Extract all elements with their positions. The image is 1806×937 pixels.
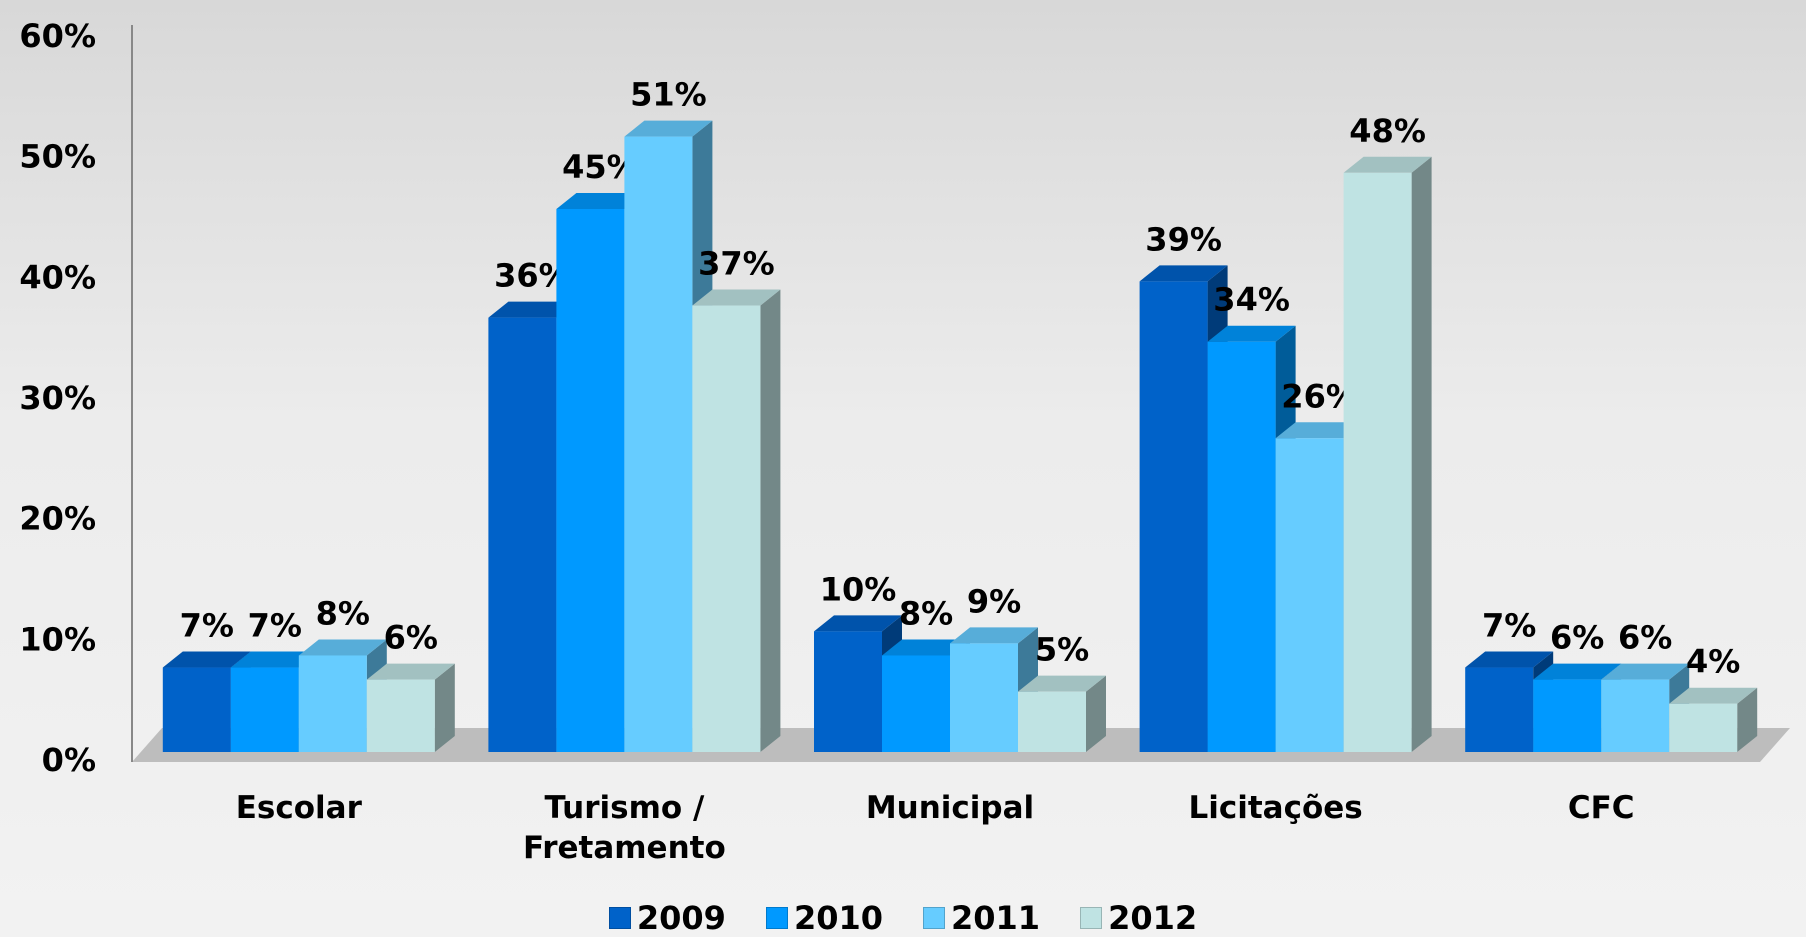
bar xyxy=(1465,668,1533,752)
legend-label: 2012 xyxy=(1108,899,1197,937)
bar xyxy=(1208,342,1276,752)
legend-item: 2012 xyxy=(1080,899,1197,937)
data-label: 4% xyxy=(1686,643,1740,681)
x-tick-label: Municipal xyxy=(820,788,1080,828)
legend-label: 2011 xyxy=(951,899,1040,937)
x-tick-label: Escolar xyxy=(169,788,429,828)
data-label: 48% xyxy=(1349,112,1426,150)
data-label: 6% xyxy=(1550,619,1604,657)
bar xyxy=(488,318,556,752)
data-label: 37% xyxy=(698,245,775,283)
data-label: 39% xyxy=(1145,220,1222,258)
bar xyxy=(1018,692,1086,752)
data-label: 6% xyxy=(384,619,438,657)
bar xyxy=(556,209,624,752)
y-tick-label: 40% xyxy=(19,258,96,296)
bar xyxy=(882,655,950,752)
legend-swatch xyxy=(923,907,945,929)
legend-swatch xyxy=(609,907,631,929)
bar xyxy=(624,137,692,752)
legend-label: 2009 xyxy=(637,899,726,937)
bar xyxy=(299,655,367,752)
bar xyxy=(1533,680,1601,752)
data-label: 9% xyxy=(967,582,1021,620)
y-tick-label: 50% xyxy=(19,138,96,176)
data-label: 7% xyxy=(248,607,302,645)
data-label: 51% xyxy=(630,76,707,114)
bar xyxy=(1344,173,1412,752)
bar xyxy=(1140,281,1208,752)
bar xyxy=(814,631,882,752)
legend: 2009 2010 2011 2012 xyxy=(0,899,1806,937)
bar xyxy=(950,643,1018,752)
legend-swatch xyxy=(766,907,788,929)
data-label: 10% xyxy=(820,570,897,608)
y-tick-label: 10% xyxy=(19,620,96,658)
y-tick-label: 30% xyxy=(19,379,96,417)
bar xyxy=(163,668,231,752)
data-label: 5% xyxy=(1035,631,1089,669)
chart: 0%10%20%30%40%50%60%7%7%8%6%36%45%51%37%… xyxy=(0,0,1806,937)
bar xyxy=(1601,680,1669,752)
data-label: 7% xyxy=(1482,607,1536,645)
data-label: 8% xyxy=(316,594,370,632)
bar xyxy=(692,306,760,752)
legend-item: 2011 xyxy=(923,899,1040,937)
x-tick-label: Turismo / Fretamento xyxy=(494,788,754,868)
bar-side xyxy=(760,290,780,752)
data-label: 6% xyxy=(1618,619,1672,657)
y-tick-label: 60% xyxy=(19,17,96,55)
y-tick-label: 20% xyxy=(19,500,96,538)
x-tick-label: Licitações xyxy=(1146,788,1406,828)
bar xyxy=(1669,704,1737,752)
x-tick-label: CFC xyxy=(1471,788,1731,828)
bar xyxy=(367,680,435,752)
legend-swatch xyxy=(1080,907,1102,929)
bar xyxy=(231,668,299,752)
data-label: 34% xyxy=(1213,281,1290,319)
legend-item: 2009 xyxy=(609,899,726,937)
data-label: 7% xyxy=(180,607,234,645)
y-tick-label: 0% xyxy=(42,741,96,779)
data-label: 8% xyxy=(899,594,953,632)
bar xyxy=(1276,438,1344,752)
legend-label: 2010 xyxy=(794,899,883,937)
legend-item: 2010 xyxy=(766,899,883,937)
bar-side xyxy=(1412,157,1432,752)
